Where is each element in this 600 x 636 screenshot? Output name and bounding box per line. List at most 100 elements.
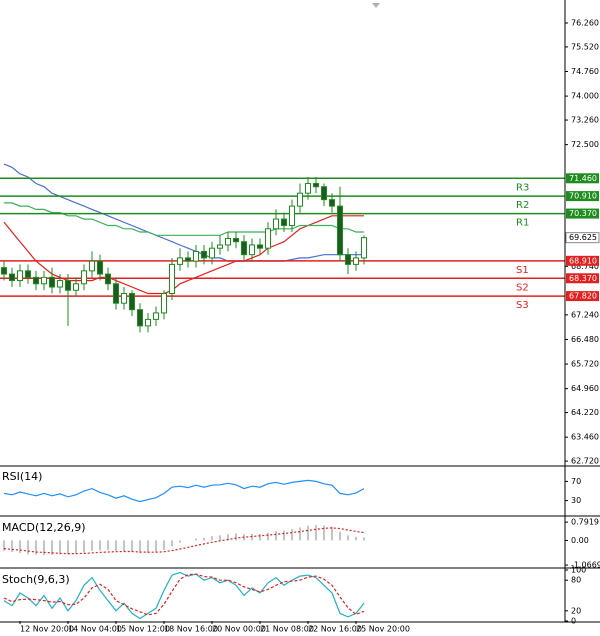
stoch-signal: [3, 573, 365, 616]
level-name: R2: [516, 200, 529, 211]
rsi-line: [3, 479, 365, 503]
y-tick-label: 80: [571, 576, 581, 585]
indicator-title: MACD(12,26,9): [2, 521, 86, 534]
y-tick-label: 65.720: [571, 360, 599, 369]
level-price: 68.910: [569, 256, 597, 265]
candle-body: [185, 257, 191, 262]
candle-body: [281, 218, 287, 227]
level-price: 70.370: [569, 209, 597, 218]
stoch-main: [3, 571, 365, 620]
candle-body: [305, 182, 311, 194]
level-name: R3: [516, 182, 529, 193]
candle-body: [25, 270, 31, 278]
y-tick-label: 0.7919: [571, 518, 599, 527]
y-tick-label: 74.760: [571, 67, 599, 76]
candle-body: [361, 237, 367, 259]
y-tick-label: 76.260: [571, 18, 599, 27]
level-price: 71.460: [569, 174, 597, 183]
level-name: R1: [516, 218, 529, 229]
y-tick-label: 74.000: [571, 92, 599, 101]
candle-body: [9, 273, 15, 282]
candle-body: [81, 270, 87, 285]
candle-body: [217, 244, 223, 249]
candle-body: [177, 257, 183, 265]
candle-body: [225, 237, 231, 246]
moving-average: [3, 163, 364, 262]
candle-body: [33, 276, 39, 285]
y-tick-label: 70: [571, 477, 581, 486]
y-tick-label: 66.480: [571, 335, 599, 344]
level-name: S1: [516, 265, 529, 276]
candle-body: [265, 228, 271, 249]
x-tick-label: 21 Nov 08:00: [260, 625, 314, 634]
y-tick-label: 64.960: [571, 384, 599, 393]
y-tick-label: 63.460: [571, 433, 599, 442]
level-name: S3: [516, 300, 529, 311]
level-price-box: [566, 255, 599, 266]
candle-body: [73, 283, 79, 291]
candle-body: [321, 186, 327, 201]
y-tick-label: 30: [571, 496, 581, 505]
x-tick-label: 20 Nov 00:00: [212, 625, 266, 634]
y-tick-label: 62.720: [571, 457, 599, 466]
candle-body: [273, 218, 279, 230]
level-price-box: [566, 291, 599, 302]
candle-body: [1, 267, 7, 275]
macd-signal: [3, 527, 365, 555]
x-tick-label: 22 Nov 16:00: [308, 625, 362, 634]
candle-body: [257, 244, 263, 249]
y-tick-label: 75.520: [571, 42, 599, 51]
candle-body: [289, 205, 295, 227]
last-price: 69.625: [569, 233, 597, 242]
candle-body: [121, 292, 127, 304]
candle-body: [201, 250, 207, 259]
candle-body: [313, 182, 319, 188]
x-tick-label: 14 Nov 04:00: [68, 625, 122, 634]
candle-body: [113, 283, 119, 304]
level-price-box: [566, 191, 599, 202]
candle-body: [17, 270, 23, 282]
candle-body: [249, 244, 255, 256]
candle-body: [105, 273, 111, 285]
candle-body: [97, 260, 103, 275]
candle-body: [353, 257, 359, 265]
last-price-box: [565, 232, 600, 244]
candle-body: [57, 280, 63, 288]
y-tick-label: 100: [571, 566, 586, 575]
candle-body: [137, 309, 143, 327]
level-price: 68.370: [569, 274, 597, 283]
y-tick-label: 73.260: [571, 116, 599, 125]
candle-body: [233, 237, 239, 243]
candle-body: [41, 276, 47, 285]
shift-marker: [372, 3, 380, 8]
candle-body: [65, 280, 71, 291]
x-tick-label: 25 Nov 20:00: [356, 625, 410, 634]
candle-body: [161, 292, 167, 314]
y-tick-label: 67.240: [571, 310, 599, 319]
candle-body: [49, 276, 55, 288]
x-tick-label: 15 Nov 12:00: [116, 625, 170, 634]
y-tick-label: 68.740: [571, 262, 599, 271]
candle-body: [241, 241, 247, 256]
y-tick-label: 0.00: [571, 536, 589, 545]
y-tick-label: 64.220: [571, 408, 599, 417]
indicator-title: Stoch(9,6,3): [2, 573, 70, 586]
y-tick-label: 20: [571, 606, 581, 615]
x-tick-label: 12 Nov 20:00: [20, 625, 74, 634]
level-price-box: [566, 273, 599, 284]
candle-body: [145, 318, 151, 327]
candle-body: [129, 292, 135, 311]
level-price: 70.910: [569, 192, 597, 201]
candle-body: [153, 312, 159, 320]
x-tick-label: 18 Nov 16:00: [164, 625, 218, 634]
candle-body: [337, 205, 343, 256]
y-tick-label: -1.0669: [571, 561, 600, 570]
level-price-box: [566, 208, 599, 219]
candle-body: [329, 199, 335, 207]
candle-body: [345, 254, 351, 265]
candle-body: [193, 250, 199, 262]
level-name: S2: [516, 282, 529, 293]
level-price-box: [566, 173, 599, 184]
